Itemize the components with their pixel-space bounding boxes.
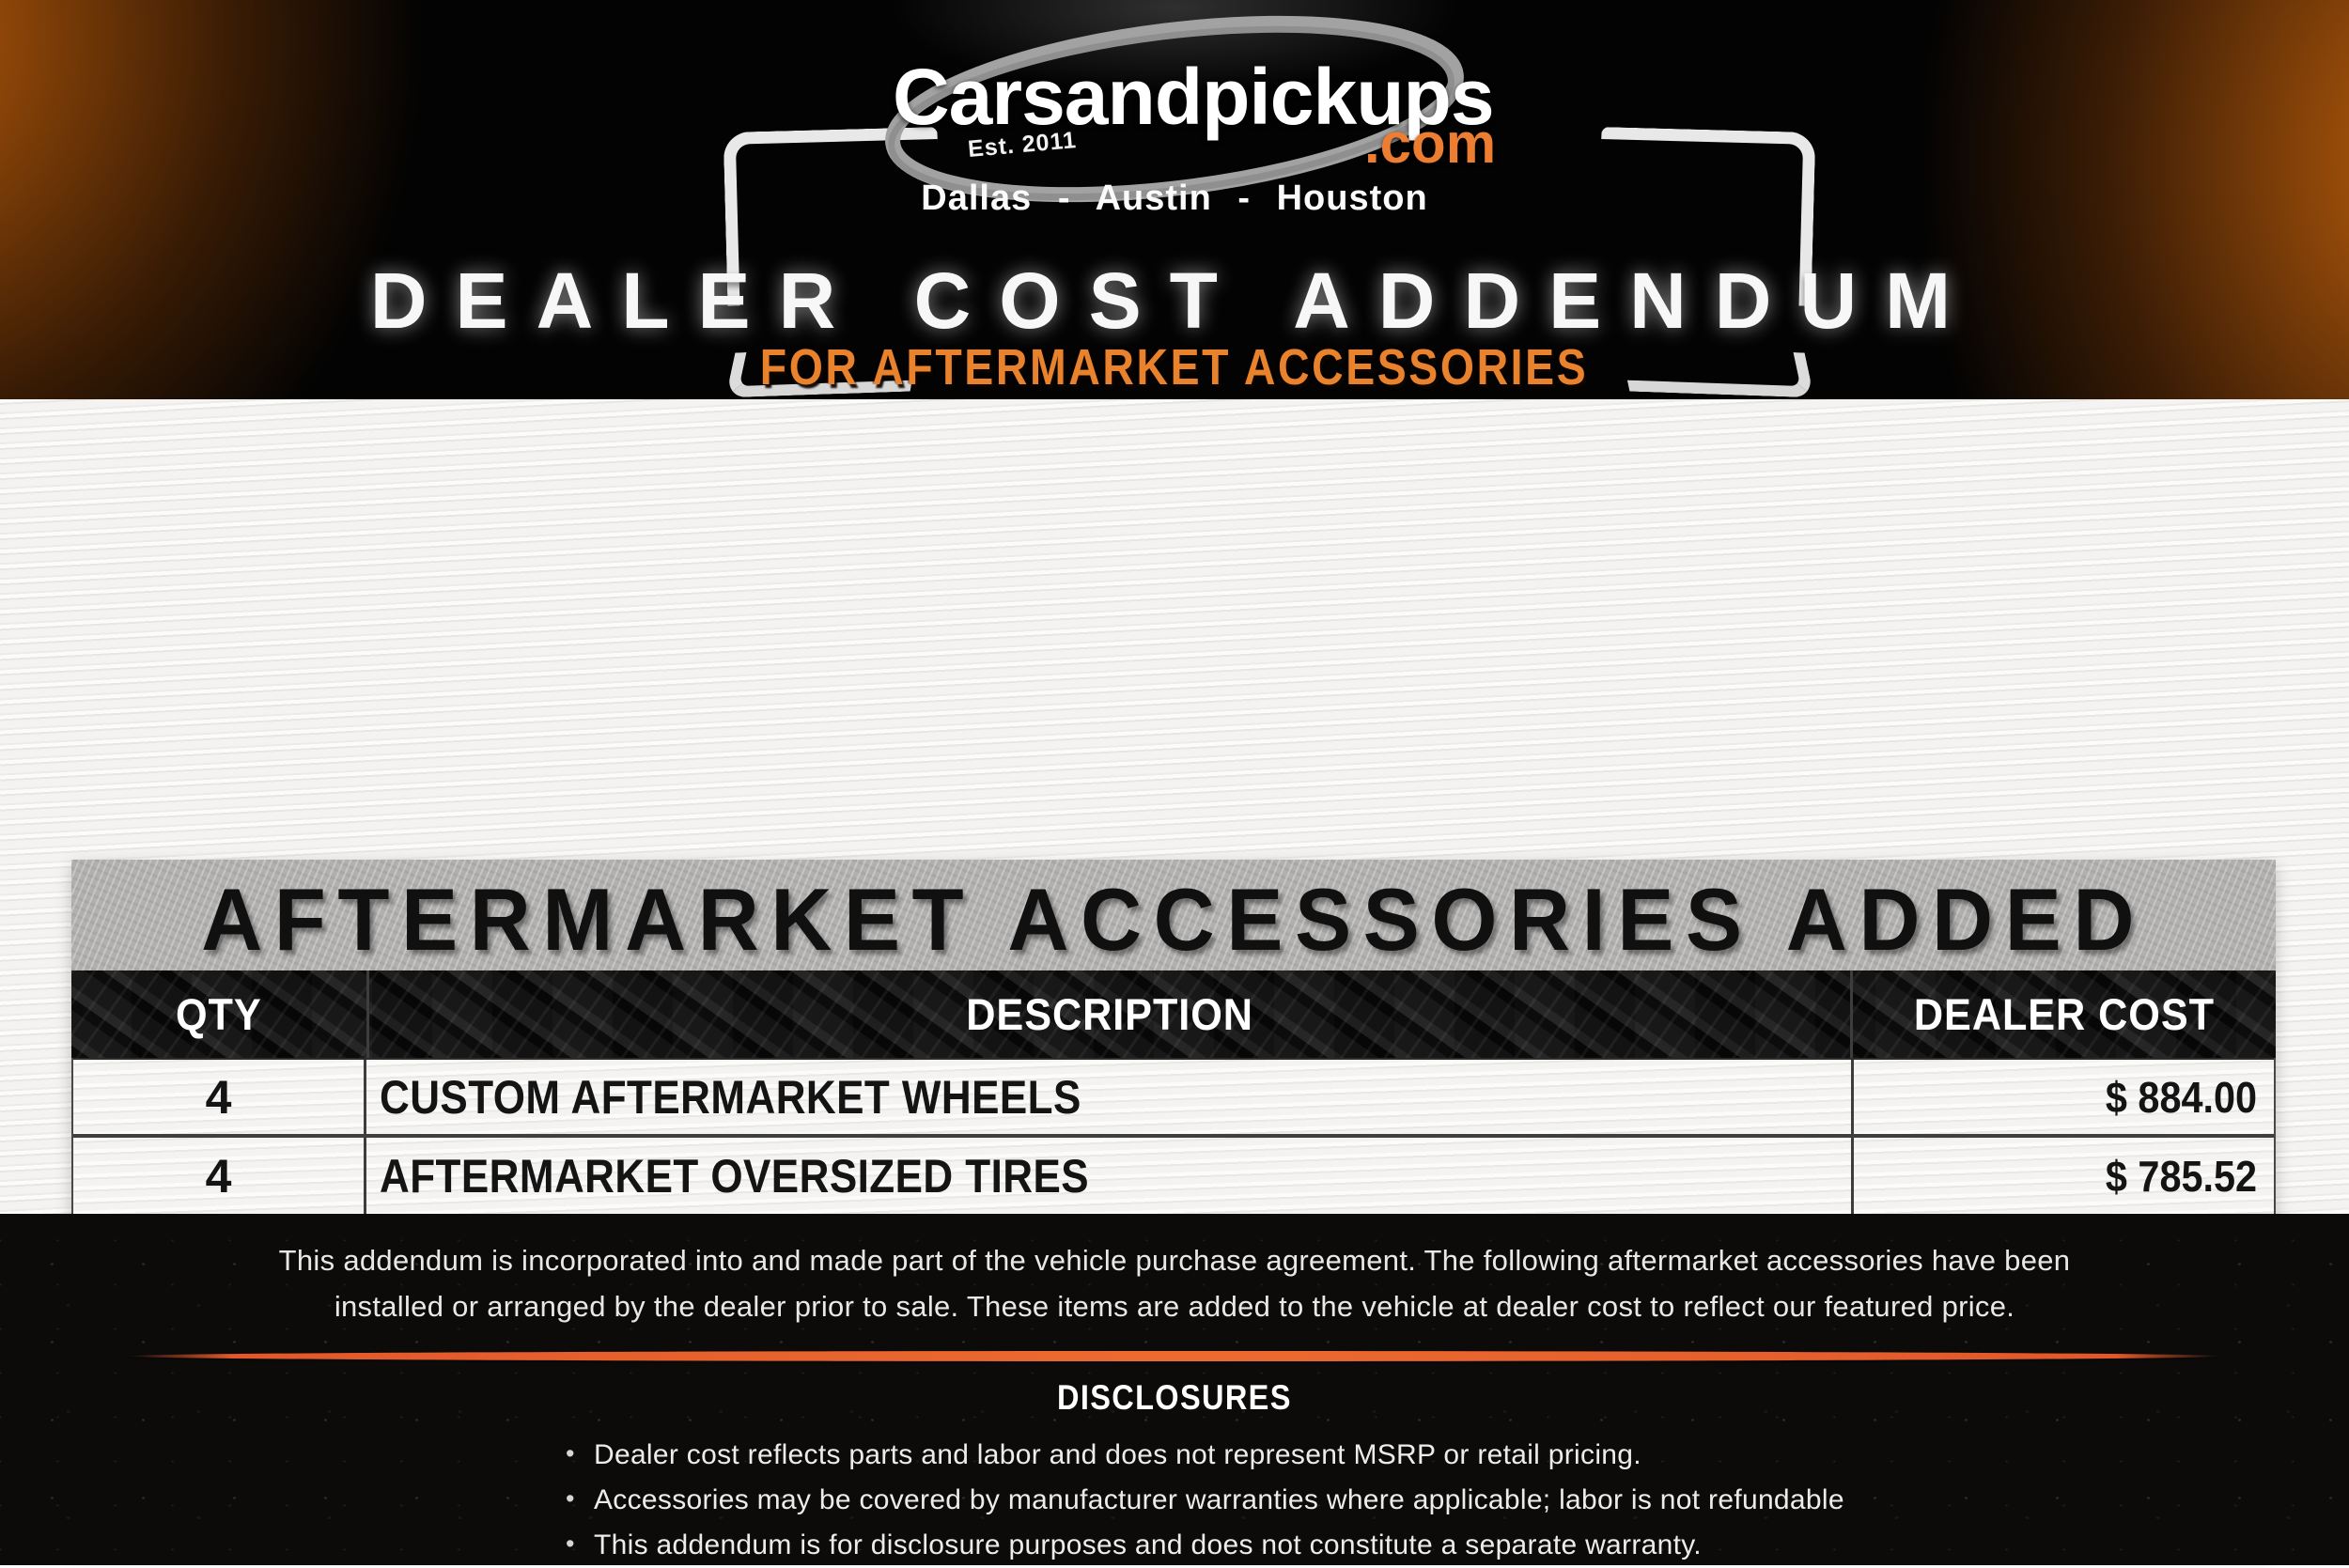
header-banner: Carsandpickups .com Est. 2011 Dallas - A… <box>0 0 2349 399</box>
page-subtitle: FOR AFTERMARKET ACCESSORIES <box>0 338 2349 396</box>
logo-swoosh-icon <box>885 15 1464 203</box>
page-subtitle-text: FOR AFTERMARKET ACCESSORIES <box>760 339 1589 396</box>
disclosures-title: DISCLOSURES <box>0 1378 2349 1418</box>
disclosure-item: • Accessories may be covered by manufactu… <box>560 1478 2063 1523</box>
disclosure-text: Dealer cost reflects parts and labor and… <box>594 1438 1641 1470</box>
cost-cell: $ 884.00 <box>1851 1060 2274 1134</box>
column-header-qty-label: QTY <box>176 989 262 1039</box>
qty-cell: 4 <box>73 1060 366 1134</box>
disclosures-list: • Dealer cost reflects parts and labor an… <box>560 1433 2063 1568</box>
column-header-dealer-cost: DEALER COST <box>1853 988 2276 1040</box>
column-header-description-label: DESCRIPTION <box>966 989 1253 1039</box>
footer-section: This addendum is incorporated into and m… <box>0 1214 2349 1565</box>
disclosures-title-text: DISCLOSURES <box>1057 1377 1292 1417</box>
orange-divider-line <box>127 1350 2222 1361</box>
column-header-description: DESCRIPTION <box>366 970 1853 1058</box>
table-row: 4 AFTERMARKET OVERSIZED TIRES $ 785.52 <box>73 1138 2274 1218</box>
table-row: 4 CUSTOM AFTERMARKET WHEELS $ 884.00 <box>73 1058 2274 1138</box>
bullet-icon: • <box>566 1483 575 1513</box>
page-title: DEALER COST ADDENDUM <box>369 256 1980 345</box>
table-title-band: AFTERMARKET ACCESSORIES ADDED <box>71 860 2276 970</box>
description-cell: AFTERMARKET OVERSIZED TIRES <box>366 1138 1851 1214</box>
table-title: AFTERMARKET ACCESSORIES ADDED <box>201 870 2146 969</box>
brand-tld-text: .com <box>1364 112 1497 175</box>
document-body-background: AFTERMARKET ACCESSORIES ADDED QTY DESCRI… <box>0 399 2349 1551</box>
footer-paragraph: This addendum is incorporated into and m… <box>278 1244 2071 1323</box>
description-text: CUSTOM AFTERMARKET WHEELS <box>380 1070 1081 1124</box>
bullet-icon: • <box>566 1529 575 1558</box>
description-text: AFTERMARKET OVERSIZED TIRES <box>380 1149 1090 1203</box>
cost-text: $ 884.00 <box>2105 1072 2257 1122</box>
bullet-icon: • <box>566 1438 575 1467</box>
cost-text: $ 785.52 <box>2105 1151 2257 1201</box>
disclosure-text: This addendum is for disclosure purposes… <box>594 1529 1702 1560</box>
qty-cell: 4 <box>73 1138 366 1214</box>
cost-cell: $ 785.52 <box>1851 1138 2274 1214</box>
column-header-dealer-cost-label: DEALER COST <box>1913 989 2216 1039</box>
disclosure-item: • This addendum is for disclosure purpose… <box>560 1523 2063 1568</box>
locations-text: Dallas - Austin - Houston <box>921 179 1428 218</box>
column-header-qty: QTY <box>71 988 366 1040</box>
disclosure-item: • Dealer cost reflects parts and labor an… <box>560 1433 2063 1478</box>
brand-logo-text: Carsandpickups <box>893 53 1495 141</box>
table-column-header-row: QTY DESCRIPTION DEALER COST <box>71 970 2276 1058</box>
disclosure-text: Accessories may be covered by manufactur… <box>594 1483 1844 1515</box>
description-cell: CUSTOM AFTERMARKET WHEELS <box>366 1060 1851 1134</box>
